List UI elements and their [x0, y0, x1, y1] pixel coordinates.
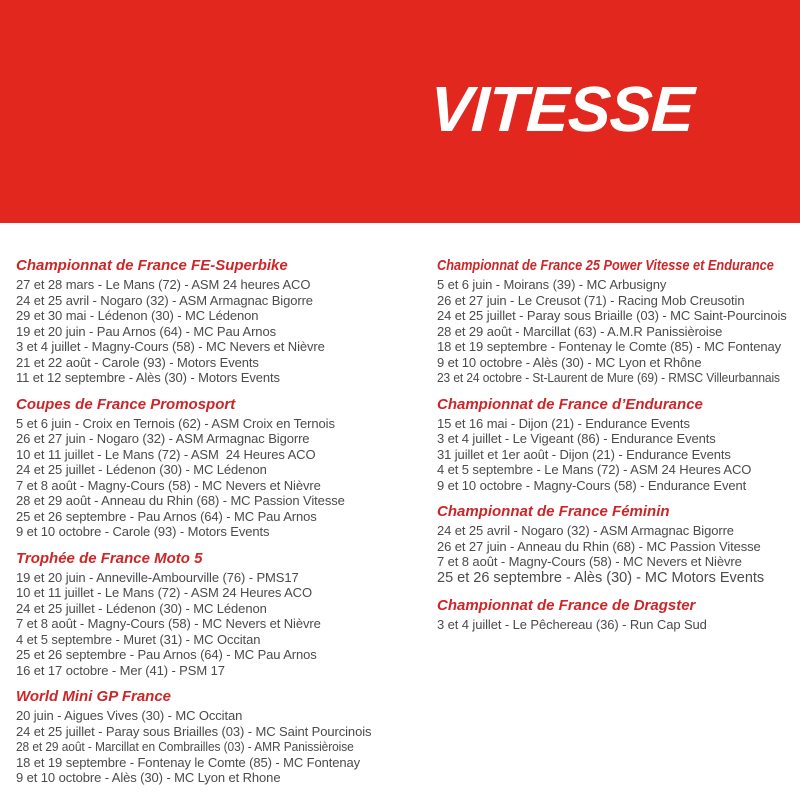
event-line: 21 et 22 août - Carole (93) - Motors Eve…	[16, 354, 259, 370]
event-line: 25 et 26 septembre - Pau Arnos (64) - MC…	[16, 508, 317, 524]
event-line: 31 juillet et 1er août - Dijon (21) - En…	[437, 446, 731, 462]
event-line: 29 et 30 mai - Lédenon (30) - MC Lédenon	[16, 308, 259, 323]
event-line: 18 et 19 septembre - Fontenay le Comte (…	[16, 754, 361, 770]
event-line: 3 et 4 juillet - Le Pêchereau (36) - Run…	[437, 616, 707, 632]
section-heading: World Mini GP France	[16, 688, 172, 705]
event-line: 16 et 17 octobre - Mer (41) - PSM 17	[16, 662, 225, 678]
event-line: 9 et 10 octobre - Alès (30) - MC Lyon et…	[437, 354, 702, 370]
event-line: 3 et 4 juillet - Le Vigeant (86) - Endur…	[437, 431, 716, 446]
section-heading: Trophée de France Moto 5	[16, 549, 203, 567]
championship-section: Championnat de France FE-Superbike 27 et …	[16, 258, 426, 386]
page-title: VITESSE	[428, 73, 696, 145]
section-heading: Championnat de France FE-Superbike	[16, 257, 288, 274]
event-line: 25 et 26 septembre - Alès (30) - MC Moto…	[437, 569, 765, 586]
event-line: 10 et 11 juillet - Le Mans (72) - ASM 24…	[16, 585, 312, 600]
event-line: 24 et 25 avril - Nogaro (32) - ASM Armag…	[437, 523, 734, 538]
championship-section: Championnat de France de Dragster 3 et 4 …	[437, 596, 799, 633]
event-line: 9 et 10 octobre - Magny-Cours (58) - End…	[437, 477, 747, 493]
event-line: 23 et 24 octobre - St-Laurent de Mure (6…	[437, 370, 780, 385]
event-line: 24 et 25 avril - Nogaro (32) - ASM Armag…	[16, 292, 313, 308]
championship-section: World Mini GP France 20 juin - Aigues Viv…	[16, 689, 426, 786]
event-line: 4 et 5 septembre - Muret (31) - MC Occit…	[16, 631, 261, 647]
section-heading: Championnat de France d’Endurance	[437, 395, 703, 413]
event-line: 11 et 12 septembre - Alès (30) - Motors …	[16, 370, 280, 385]
event-line: 10 et 11 juillet - Le Mans (72) - ASM 24…	[16, 446, 316, 462]
event-line: 7 et 8 août - Magny-Cours (58) - MC Neve…	[16, 477, 321, 493]
event-line: 24 et 25 juillet - Lédenon (30) - MC Léd…	[16, 600, 267, 616]
event-line: 24 et 25 juillet - Lédenon (30) - MC Léd…	[16, 462, 267, 477]
section-heading: Championnat de France Féminin	[437, 503, 670, 520]
event-line: 26 et 27 juin - Nogaro (32) - ASM Armagn…	[16, 431, 310, 446]
section-heading: Championnat de France de Dragster	[437, 596, 696, 614]
event-line: 20 juin - Aigues Vives (30) - MC Occitan	[16, 708, 243, 723]
event-line: 28 et 29 août - Anneau du Rhin (68) - MC…	[16, 493, 345, 508]
event-line: 18 et 19 septembre - Fontenay le Comte (…	[437, 339, 782, 354]
event-line: 7 et 8 août - Magny-Cours (58) - MC Neve…	[16, 616, 321, 631]
event-line: 7 et 8 août - Magny-Cours (58) - MC Neve…	[437, 554, 742, 569]
championship-section: Championnat de France d’Endurance 15 et 1…	[437, 395, 799, 494]
event-line: 3 et 4 juillet - Magny-Cours (58) - MC N…	[16, 339, 325, 354]
event-line: 5 et 6 juin - Croix en Ternois (62) - AS…	[16, 415, 335, 431]
championship-section: Trophée de France Moto 5 19 et 20 juin - …	[16, 549, 426, 679]
section-heading: Championnat de France 25 Power Vitesse e…	[437, 257, 774, 274]
event-line: 19 et 20 juin - Anneville-Ambourville (7…	[16, 569, 299, 585]
calendar-column-right: Championnat de France 25 Power Vitesse e…	[437, 258, 799, 643]
event-line: 9 et 10 octobre - Carole (93) - Motors E…	[16, 524, 270, 539]
championship-section: Coupes de France Promosport 5 et 6 juin -…	[16, 395, 426, 540]
event-line: 26 et 27 juin - Anneau du Rhin (68) - MC…	[437, 538, 761, 554]
event-line: 15 et 16 mai - Dijon (21) - Endurance Ev…	[437, 415, 690, 431]
championship-section: Championnat de France Féminin 24 et 25 av…	[437, 504, 799, 587]
section-heading: Coupes de France Promosport	[16, 395, 236, 413]
event-line: 26 et 27 juin - Le Creusot (71) - Racing…	[437, 292, 745, 308]
event-line: 24 et 25 juillet - Paray sous Briaille (…	[437, 308, 787, 323]
vitesse-banner: VITESSE	[0, 0, 800, 223]
event-line: 24 et 25 juillet - Paray sous Briailles …	[16, 723, 372, 739]
event-line: 9 et 10 octobre - Alès (30) - MC Lyon et…	[16, 770, 281, 785]
calendar-column-left: Championnat de France FE-Superbike 27 et …	[16, 258, 426, 792]
event-line: 25 et 26 septembre - Pau Arnos (64) - MC…	[16, 647, 317, 662]
event-line: 4 et 5 septembre - Le Mans (72) - ASM 24…	[437, 462, 752, 477]
event-line: 19 et 20 juin - Pau Arnos (64) - MC Pau …	[16, 323, 276, 339]
championship-section: Championnat de France 25 Power Vitesse e…	[437, 258, 799, 386]
event-line: 27 et 28 mars - Le Mans (72) - ASM 24 he…	[16, 277, 311, 292]
event-line: 5 et 6 juin - Moirans (39) - MC Arbusign…	[437, 277, 667, 292]
event-line: 28 et 29 août - Marcillat (63) - A.M.R P…	[437, 323, 723, 339]
event-line: 28 et 29 août - Marcillat en Combrailles…	[16, 739, 354, 754]
